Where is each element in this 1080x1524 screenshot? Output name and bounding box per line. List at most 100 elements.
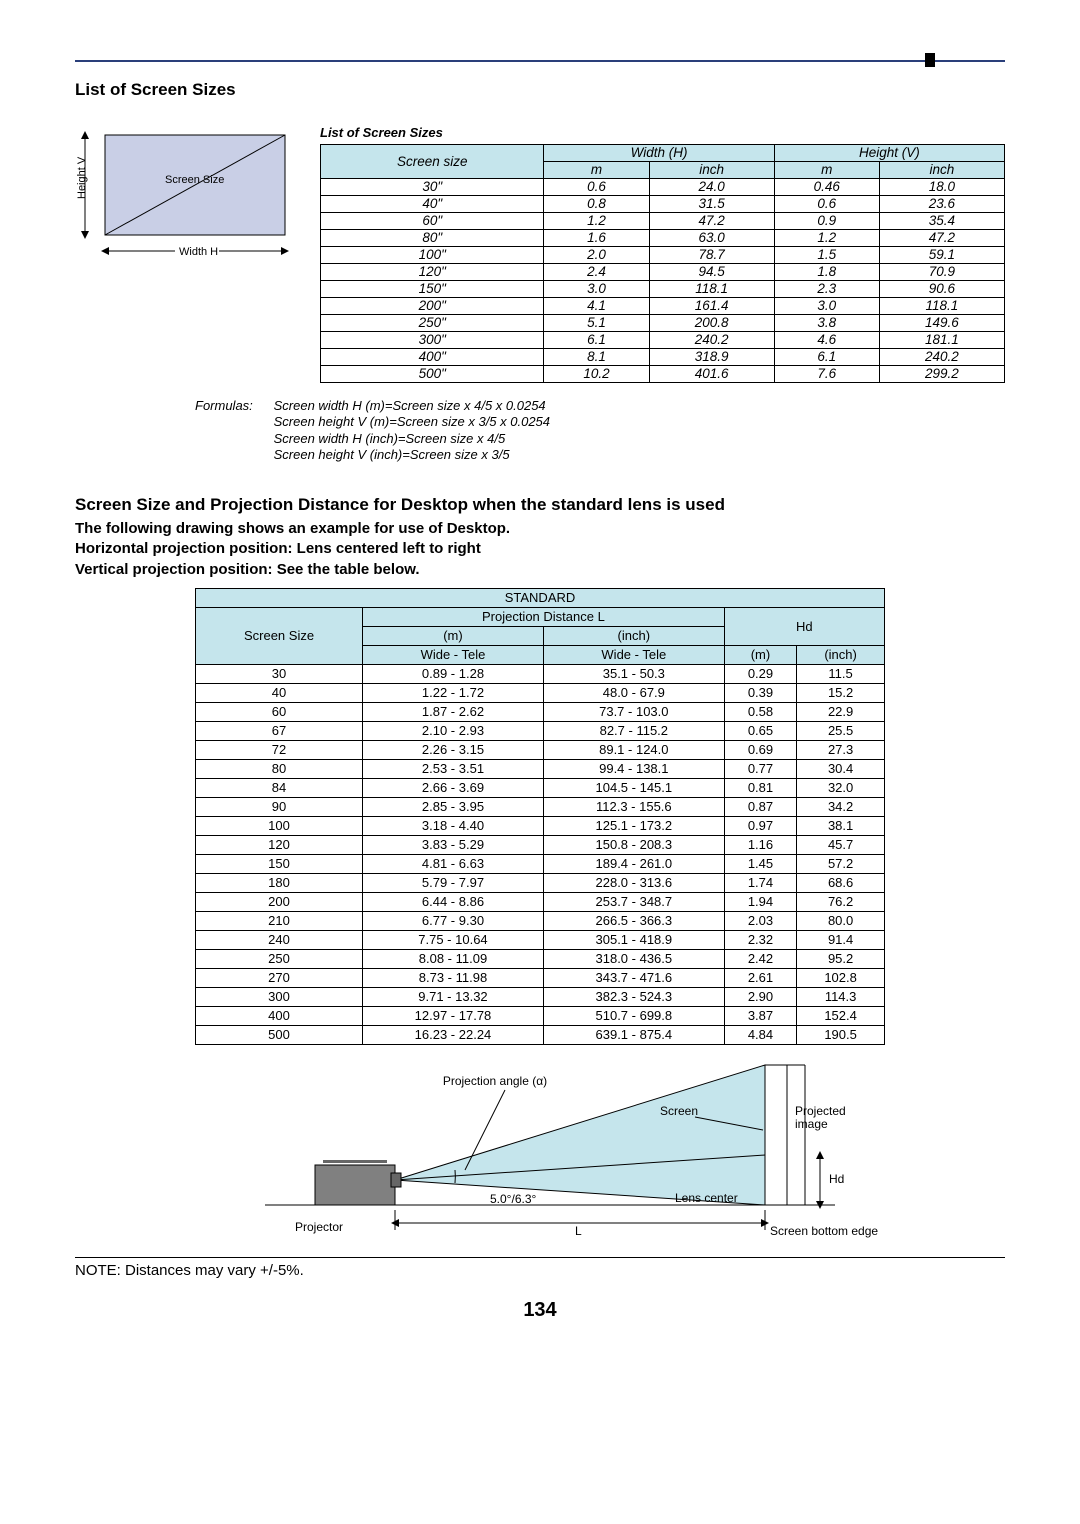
header-rule xyxy=(75,60,1005,62)
table-cell: 23.6 xyxy=(879,196,1004,213)
svg-text:Projector: Projector xyxy=(295,1220,343,1234)
table-cell: 120 xyxy=(196,835,363,854)
table-cell: 91.4 xyxy=(797,930,885,949)
svg-text:Screen bottom edge: Screen bottom edge xyxy=(770,1224,878,1238)
table-cell: 73.7 - 103.0 xyxy=(543,702,724,721)
table-cell: 382.3 - 524.3 xyxy=(543,987,724,1006)
table-cell: 250" xyxy=(321,315,544,332)
table-cell: 189.4 - 261.0 xyxy=(543,854,724,873)
table-cell: 11.5 xyxy=(797,664,885,683)
table-cell: 47.2 xyxy=(649,213,774,230)
table-cell: 270 xyxy=(196,968,363,987)
table-cell: 2.61 xyxy=(724,968,796,987)
table-cell: 2.3 xyxy=(774,281,879,298)
table-cell: 1.22 - 1.72 xyxy=(363,683,544,702)
table-cell: 0.58 xyxy=(724,702,796,721)
table-cell: 150" xyxy=(321,281,544,298)
table-cell: 60 xyxy=(196,702,363,721)
table-cell: 38.1 xyxy=(797,816,885,835)
table-cell: 6.77 - 9.30 xyxy=(363,911,544,930)
table-cell: 63.0 xyxy=(649,230,774,247)
table-cell: 9.71 - 13.32 xyxy=(363,987,544,1006)
table-cell: 500 xyxy=(196,1025,363,1044)
table-cell: 5.79 - 7.97 xyxy=(363,873,544,892)
svg-text:5.0°/6.3°: 5.0°/6.3° xyxy=(490,1192,536,1206)
table-cell: 10.2 xyxy=(544,366,649,383)
table-cell: 57.2 xyxy=(797,854,885,873)
table-cell: 2.42 xyxy=(724,949,796,968)
svg-text:Screen: Screen xyxy=(660,1104,698,1118)
table-cell: 82.7 - 115.2 xyxy=(543,721,724,740)
table-cell: 305.1 - 418.9 xyxy=(543,930,724,949)
table-cell: 0.29 xyxy=(724,664,796,683)
table-cell: 149.6 xyxy=(879,315,1004,332)
table-cell: 1.2 xyxy=(774,230,879,247)
table-cell: 1.87 - 2.62 xyxy=(363,702,544,721)
table-cell: 47.2 xyxy=(879,230,1004,247)
table-cell: 4.84 xyxy=(724,1025,796,1044)
table-cell: 4.81 - 6.63 xyxy=(363,854,544,873)
table-cell: 67 xyxy=(196,721,363,740)
table-cell: 31.5 xyxy=(649,196,774,213)
table-cell: 300 xyxy=(196,987,363,1006)
table-cell: 18.0 xyxy=(879,179,1004,196)
table-cell: 318.0 - 436.5 xyxy=(543,949,724,968)
svg-text:image: image xyxy=(795,1117,828,1131)
th-sub-inch: (inch) xyxy=(797,645,885,664)
table-cell: 0.8 xyxy=(544,196,649,213)
table-cell: 0.77 xyxy=(724,759,796,778)
svg-text:L: L xyxy=(575,1224,582,1238)
table-cell: 400 xyxy=(196,1006,363,1025)
table-cell: 90.6 xyxy=(879,281,1004,298)
table-cell: 1.5 xyxy=(774,247,879,264)
table-cell: 6.1 xyxy=(544,332,649,349)
table-cell: 0.97 xyxy=(724,816,796,835)
svg-text:Lens center: Lens center xyxy=(675,1191,738,1205)
table-cell: 1.8 xyxy=(774,264,879,281)
table1-title: List of Screen Sizes xyxy=(320,125,1005,140)
table-cell: 181.1 xyxy=(879,332,1004,349)
th-width: Width (H) xyxy=(544,145,774,162)
table-cell: 240 xyxy=(196,930,363,949)
table-cell: 95.2 xyxy=(797,949,885,968)
screen-size-diagram: Height V Screen Size Width H xyxy=(75,125,295,383)
table2: STANDARD Screen Size Projection Distance… xyxy=(195,588,885,1045)
table-cell: 3.0 xyxy=(774,298,879,315)
table-cell: 30.4 xyxy=(797,759,885,778)
table-cell: 1.94 xyxy=(724,892,796,911)
th-s: Screen Size xyxy=(196,607,363,664)
table-cell: 2.03 xyxy=(724,911,796,930)
section1-title: List of Screen Sizes xyxy=(75,80,1005,100)
table-cell: 253.7 - 348.7 xyxy=(543,892,724,911)
formulas-block: Formulas: Screen width H (m)=Screen size… xyxy=(195,398,1005,463)
svg-text:Hd: Hd xyxy=(829,1172,844,1186)
table-cell: 32.0 xyxy=(797,778,885,797)
th-screen-size: Screen size xyxy=(321,145,544,179)
table-cell: 30 xyxy=(196,664,363,683)
table-cell: 3.18 - 4.40 xyxy=(363,816,544,835)
table-cell: 0.6 xyxy=(774,196,879,213)
section2: Screen Size and Projection Distance for … xyxy=(75,495,1005,1243)
table-cell: 90 xyxy=(196,797,363,816)
table-cell: 34.2 xyxy=(797,797,885,816)
table-cell: 150.8 - 208.3 xyxy=(543,835,724,854)
table-cell: 15.2 xyxy=(797,683,885,702)
table-cell: 4.6 xyxy=(774,332,879,349)
table-cell: 152.4 xyxy=(797,1006,885,1025)
table-cell: 210 xyxy=(196,911,363,930)
table-cell: 40 xyxy=(196,683,363,702)
formulas-lines: Screen width H (m)=Screen size x 4/5 x 0… xyxy=(274,398,550,463)
th-pdl: Projection Distance L xyxy=(363,607,725,626)
table-cell: 0.81 xyxy=(724,778,796,797)
table-cell: 125.1 - 173.2 xyxy=(543,816,724,835)
section2-title: Screen Size and Projection Distance for … xyxy=(75,495,1005,515)
table-cell: 12.97 - 17.78 xyxy=(363,1006,544,1025)
table-cell: 70.9 xyxy=(879,264,1004,281)
th-m: m xyxy=(774,162,879,179)
table-cell: 318.9 xyxy=(649,349,774,366)
section2-line: The following drawing shows an example f… xyxy=(75,519,1005,539)
projection-diagram: Projection angle (α) Screen Projected im… xyxy=(195,1055,885,1243)
table-cell: 102.8 xyxy=(797,968,885,987)
table-cell: 0.89 - 1.28 xyxy=(363,664,544,683)
svg-text:Projected: Projected xyxy=(795,1104,846,1118)
